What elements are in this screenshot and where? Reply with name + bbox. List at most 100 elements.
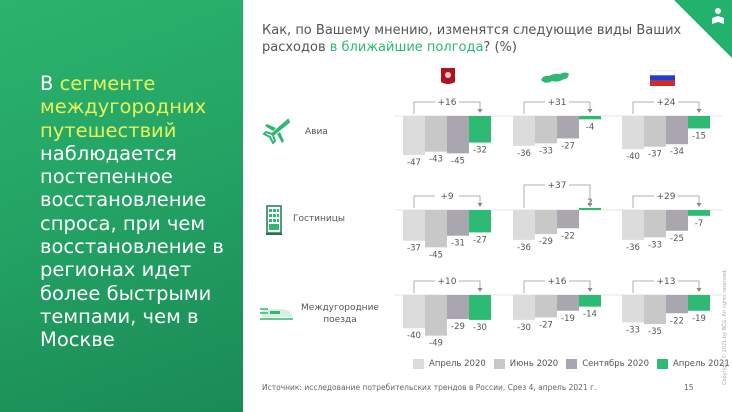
legend-label: Апрель 2020 bbox=[429, 359, 486, 369]
delta-label-bg bbox=[545, 96, 569, 107]
bar bbox=[666, 295, 688, 314]
arrow-down-icon bbox=[477, 288, 483, 292]
bar-value-label: -19 bbox=[692, 314, 706, 324]
arrow-down-icon bbox=[696, 288, 702, 292]
delta-label-bg bbox=[654, 190, 678, 201]
bar-value-label: -31 bbox=[451, 239, 465, 249]
arrow-down-icon bbox=[477, 109, 483, 113]
category-label: Авиа bbox=[305, 127, 328, 137]
delta-label: +9 bbox=[440, 192, 454, 202]
bar-value-label: -33 bbox=[539, 146, 553, 156]
bar-value-label: -4 bbox=[586, 122, 594, 132]
moscow-coat-of-arms-icon bbox=[441, 68, 455, 84]
delta-label-bg bbox=[654, 96, 678, 107]
bar-value-label: -36 bbox=[626, 243, 640, 253]
message-text: В bbox=[40, 72, 60, 95]
bar bbox=[513, 295, 535, 320]
bar bbox=[644, 116, 666, 147]
bar bbox=[579, 208, 601, 210]
delta-label-bg bbox=[435, 275, 459, 286]
bar-value-label: -34 bbox=[670, 147, 684, 157]
train-icon bbox=[260, 308, 293, 320]
legend-label: Апрель 2021 bbox=[672, 359, 730, 369]
legend-item: Июнь 2020 bbox=[493, 359, 558, 369]
bar bbox=[425, 295, 447, 336]
bar bbox=[469, 295, 491, 320]
bar-value-label: -32 bbox=[473, 146, 487, 156]
bar bbox=[557, 210, 579, 229]
message-highlight: сегменте междугородних путешествий bbox=[40, 72, 207, 142]
russia-map-icon bbox=[541, 72, 569, 83]
bar-value-label: -36 bbox=[517, 149, 531, 159]
bar-value-label: -36 bbox=[517, 243, 531, 253]
legend-item: Сентябрь 2020 bbox=[566, 359, 649, 369]
bar-value-label: -37 bbox=[648, 150, 662, 160]
bar bbox=[513, 116, 535, 146]
delta-label-bg bbox=[545, 275, 569, 286]
delta-label: +29 bbox=[657, 192, 676, 202]
arrow-down-icon bbox=[696, 109, 702, 113]
delta-label: +31 bbox=[548, 98, 567, 108]
key-message: В сегменте междугородних путешествий наб… bbox=[40, 72, 240, 352]
bar-value-label: -40 bbox=[626, 152, 640, 162]
bar-value-label: -29 bbox=[451, 322, 465, 332]
bar bbox=[447, 295, 469, 320]
bar-value-label: -43 bbox=[429, 155, 443, 165]
legend-item: Апрель 2020 bbox=[413, 359, 486, 369]
legend-swatch bbox=[413, 359, 424, 369]
bar bbox=[469, 116, 491, 143]
bar bbox=[469, 210, 491, 233]
delta-label-bg bbox=[435, 190, 459, 201]
bar-value-label: -47 bbox=[407, 158, 421, 168]
bar-value-label: -7 bbox=[695, 219, 703, 229]
bar bbox=[579, 116, 601, 120]
bar bbox=[403, 116, 425, 156]
bar bbox=[425, 116, 447, 152]
bar bbox=[579, 295, 601, 307]
delta-label: +10 bbox=[438, 277, 457, 287]
source-note: Источник: исследование потребительских т… bbox=[262, 383, 597, 392]
bar bbox=[666, 210, 688, 231]
category-label: Гостиницы bbox=[293, 214, 346, 224]
message-text: наблюдается постепенное восстановление с… bbox=[40, 141, 224, 352]
bar bbox=[447, 210, 469, 236]
airplane-icon bbox=[262, 118, 291, 144]
bar bbox=[403, 210, 425, 241]
title-highlight: в ближайшие полгода bbox=[329, 40, 484, 55]
legend-swatch bbox=[566, 359, 578, 369]
bar bbox=[535, 116, 557, 144]
bar bbox=[666, 116, 688, 145]
arrow-down-icon bbox=[477, 203, 483, 207]
bar-value-label: -22 bbox=[561, 231, 575, 241]
title-text: ? (%) bbox=[483, 40, 517, 55]
bar-value-label: -27 bbox=[539, 320, 553, 330]
person-reading-icon bbox=[712, 8, 724, 24]
delta-label-bg bbox=[545, 179, 569, 190]
bar-value-label: -14 bbox=[583, 310, 597, 320]
page-number: 15 bbox=[684, 383, 694, 392]
bar bbox=[622, 210, 644, 240]
bar bbox=[535, 295, 557, 318]
left-panel: В сегменте междугородних путешествий наб… bbox=[0, 0, 243, 412]
bar-value-label: -45 bbox=[429, 250, 443, 260]
bar bbox=[688, 295, 710, 311]
bar-value-label: -29 bbox=[539, 237, 553, 247]
legend-swatch bbox=[656, 359, 668, 369]
bar-value-label: -33 bbox=[648, 240, 662, 250]
bar bbox=[622, 295, 644, 323]
bar bbox=[403, 295, 425, 329]
delta-label: +13 bbox=[657, 277, 676, 287]
bar-value-label: -25 bbox=[670, 234, 684, 244]
delta-label: +16 bbox=[438, 98, 457, 108]
legend-swatch bbox=[493, 359, 505, 369]
bar bbox=[557, 116, 579, 139]
delta-label-bg bbox=[654, 275, 678, 286]
arrow-down-icon bbox=[696, 203, 702, 207]
bar-value-label: -37 bbox=[407, 244, 421, 254]
copyright: Copyright © 2021 by BCG. All rights rese… bbox=[722, 269, 728, 385]
legend: Апрель 2020 Июнь 2020 Сентябрь 2020 Апрель … bbox=[413, 359, 730, 369]
delta-label: +37 bbox=[548, 181, 567, 191]
bar-value-label: -30 bbox=[473, 323, 487, 333]
slide-title: Как, по Вашему мнению, изменятся следующ… bbox=[262, 22, 702, 56]
